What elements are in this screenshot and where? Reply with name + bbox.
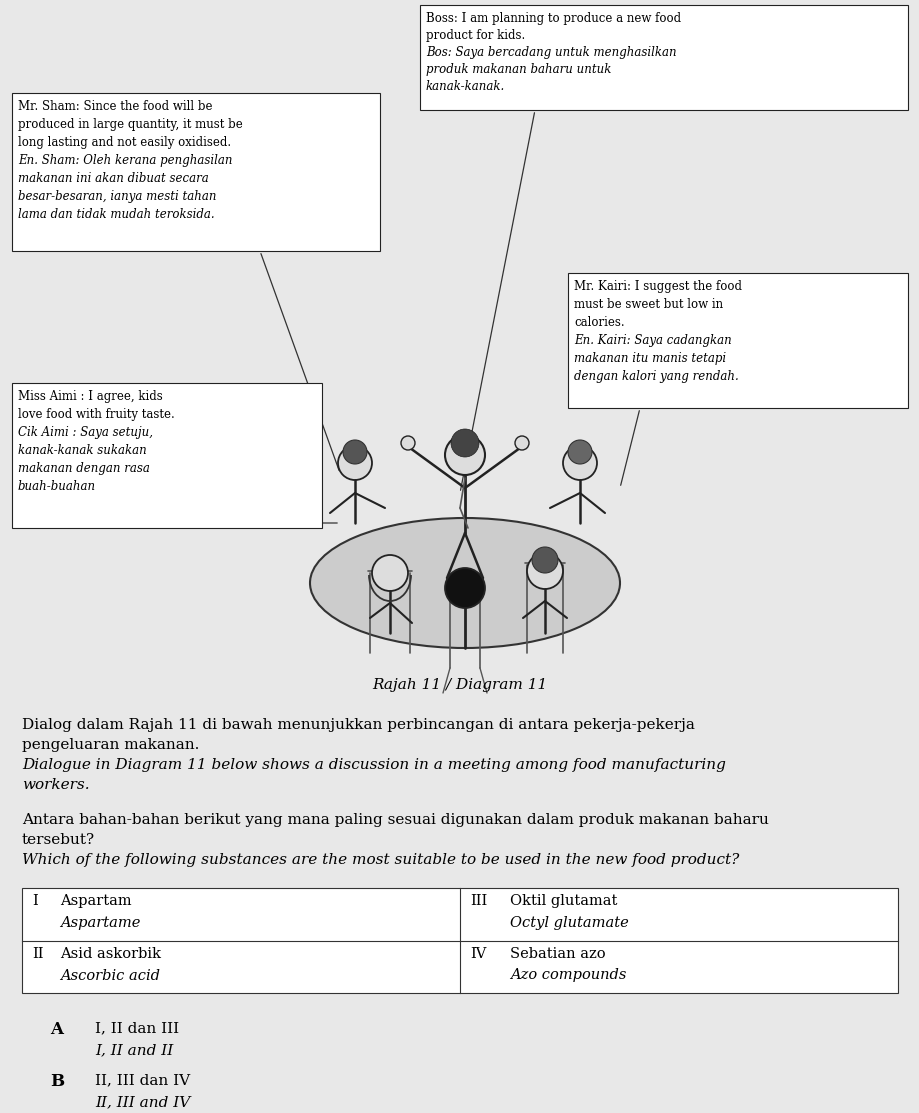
Text: Which of the following substances are the most suitable to be used in the new fo: Which of the following substances are th… [22, 853, 739, 867]
Text: makanan itu manis tetapi: makanan itu manis tetapi [573, 352, 725, 365]
Circle shape [527, 553, 562, 589]
Text: must be sweet but low in: must be sweet but low in [573, 298, 722, 311]
Circle shape [337, 446, 371, 480]
Text: Boss: I am planning to produce a new food: Boss: I am planning to produce a new foo… [425, 12, 680, 24]
Text: Asid askorbik: Asid askorbik [60, 946, 161, 961]
Text: Ascorbic acid: Ascorbic acid [60, 968, 160, 983]
Text: Antara bahan-bahan berikut yang mana paling sesuai digunakan dalam produk makana: Antara bahan-bahan berikut yang mana pal… [22, 812, 768, 827]
Circle shape [515, 436, 528, 450]
Text: En. Kairi: Saya cadangkan: En. Kairi: Saya cadangkan [573, 334, 731, 347]
Circle shape [562, 446, 596, 480]
Text: Dialog dalam Rajah 11 di bawah menunjukkan perbincangan di antara pekerja-pekerj: Dialog dalam Rajah 11 di bawah menunjukk… [22, 718, 694, 732]
Text: I: I [32, 894, 38, 908]
Text: product for kids.: product for kids. [425, 29, 525, 42]
Text: Octyl glutamate: Octyl glutamate [509, 916, 628, 930]
Text: I, II dan III: I, II dan III [95, 1021, 179, 1035]
Text: I, II and II: I, II and II [95, 1043, 173, 1057]
Text: pengeluaran makanan.: pengeluaran makanan. [22, 738, 199, 752]
Text: II, III and IV: II, III and IV [95, 1095, 190, 1109]
FancyBboxPatch shape [22, 888, 897, 993]
Circle shape [343, 440, 367, 464]
Text: Sebatian azo: Sebatian azo [509, 946, 605, 961]
FancyBboxPatch shape [567, 273, 907, 408]
Text: IV: IV [470, 946, 486, 961]
Text: III: III [470, 894, 487, 908]
Text: Oktil glutamat: Oktil glutamat [509, 894, 617, 908]
Text: besar-besaran, ianya mesti tahan: besar-besaran, ianya mesti tahan [18, 190, 216, 203]
FancyBboxPatch shape [420, 4, 907, 110]
Text: II: II [32, 946, 43, 961]
Text: Azo compounds: Azo compounds [509, 968, 626, 983]
Circle shape [445, 568, 484, 608]
Text: produk makanan baharu untuk: produk makanan baharu untuk [425, 63, 611, 76]
Text: Rajah 11 / Diagram 11: Rajah 11 / Diagram 11 [372, 678, 547, 692]
Text: tersebut?: tersebut? [22, 833, 95, 847]
Text: Mr. Sham: Since the food will be: Mr. Sham: Since the food will be [18, 100, 212, 114]
Text: Miss Aimi : I agree, kids: Miss Aimi : I agree, kids [18, 390, 163, 403]
Text: En. Sham: Oleh kerana penghasilan: En. Sham: Oleh kerana penghasilan [18, 154, 233, 167]
Text: Mr. Kairi: I suggest the food: Mr. Kairi: I suggest the food [573, 280, 742, 293]
Text: Bos: Saya bercadang untuk menghasilkan: Bos: Saya bercadang untuk menghasilkan [425, 46, 675, 59]
Circle shape [401, 436, 414, 450]
Circle shape [450, 429, 479, 457]
Text: lama dan tidak mudah teroksida.: lama dan tidak mudah teroksida. [18, 208, 214, 221]
Circle shape [371, 555, 407, 591]
Text: Dialogue in Diagram 11 below shows a discussion in a meeting among food manufact: Dialogue in Diagram 11 below shows a dis… [22, 758, 725, 772]
FancyBboxPatch shape [12, 383, 322, 528]
Circle shape [445, 435, 484, 475]
Text: workers.: workers. [22, 778, 89, 792]
Text: Cik Aimi : Saya setuju,: Cik Aimi : Saya setuju, [18, 426, 153, 439]
FancyBboxPatch shape [12, 93, 380, 252]
Text: II, III dan IV: II, III dan IV [95, 1073, 190, 1087]
Text: makanan ini akan dibuat secara: makanan ini akan dibuat secara [18, 173, 209, 185]
Circle shape [567, 440, 591, 464]
Text: Aspartam: Aspartam [60, 894, 131, 908]
Text: love food with fruity taste.: love food with fruity taste. [18, 408, 175, 421]
Text: dengan kalori yang rendah.: dengan kalori yang rendah. [573, 370, 738, 383]
Ellipse shape [310, 518, 619, 648]
Text: A: A [50, 1021, 62, 1038]
Text: kanak-kanak.: kanak-kanak. [425, 80, 505, 93]
Text: kanak-kanak sukakan: kanak-kanak sukakan [18, 444, 147, 457]
Circle shape [531, 546, 558, 573]
Text: makanan dengan rasa: makanan dengan rasa [18, 462, 150, 475]
Text: produced in large quantity, it must be: produced in large quantity, it must be [18, 118, 243, 131]
Text: buah-buahan: buah-buahan [18, 480, 96, 493]
Text: long lasting and not easily oxidised.: long lasting and not easily oxidised. [18, 136, 231, 149]
Text: Aspartame: Aspartame [60, 916, 141, 930]
Text: calories.: calories. [573, 316, 624, 329]
Text: B: B [50, 1073, 64, 1090]
